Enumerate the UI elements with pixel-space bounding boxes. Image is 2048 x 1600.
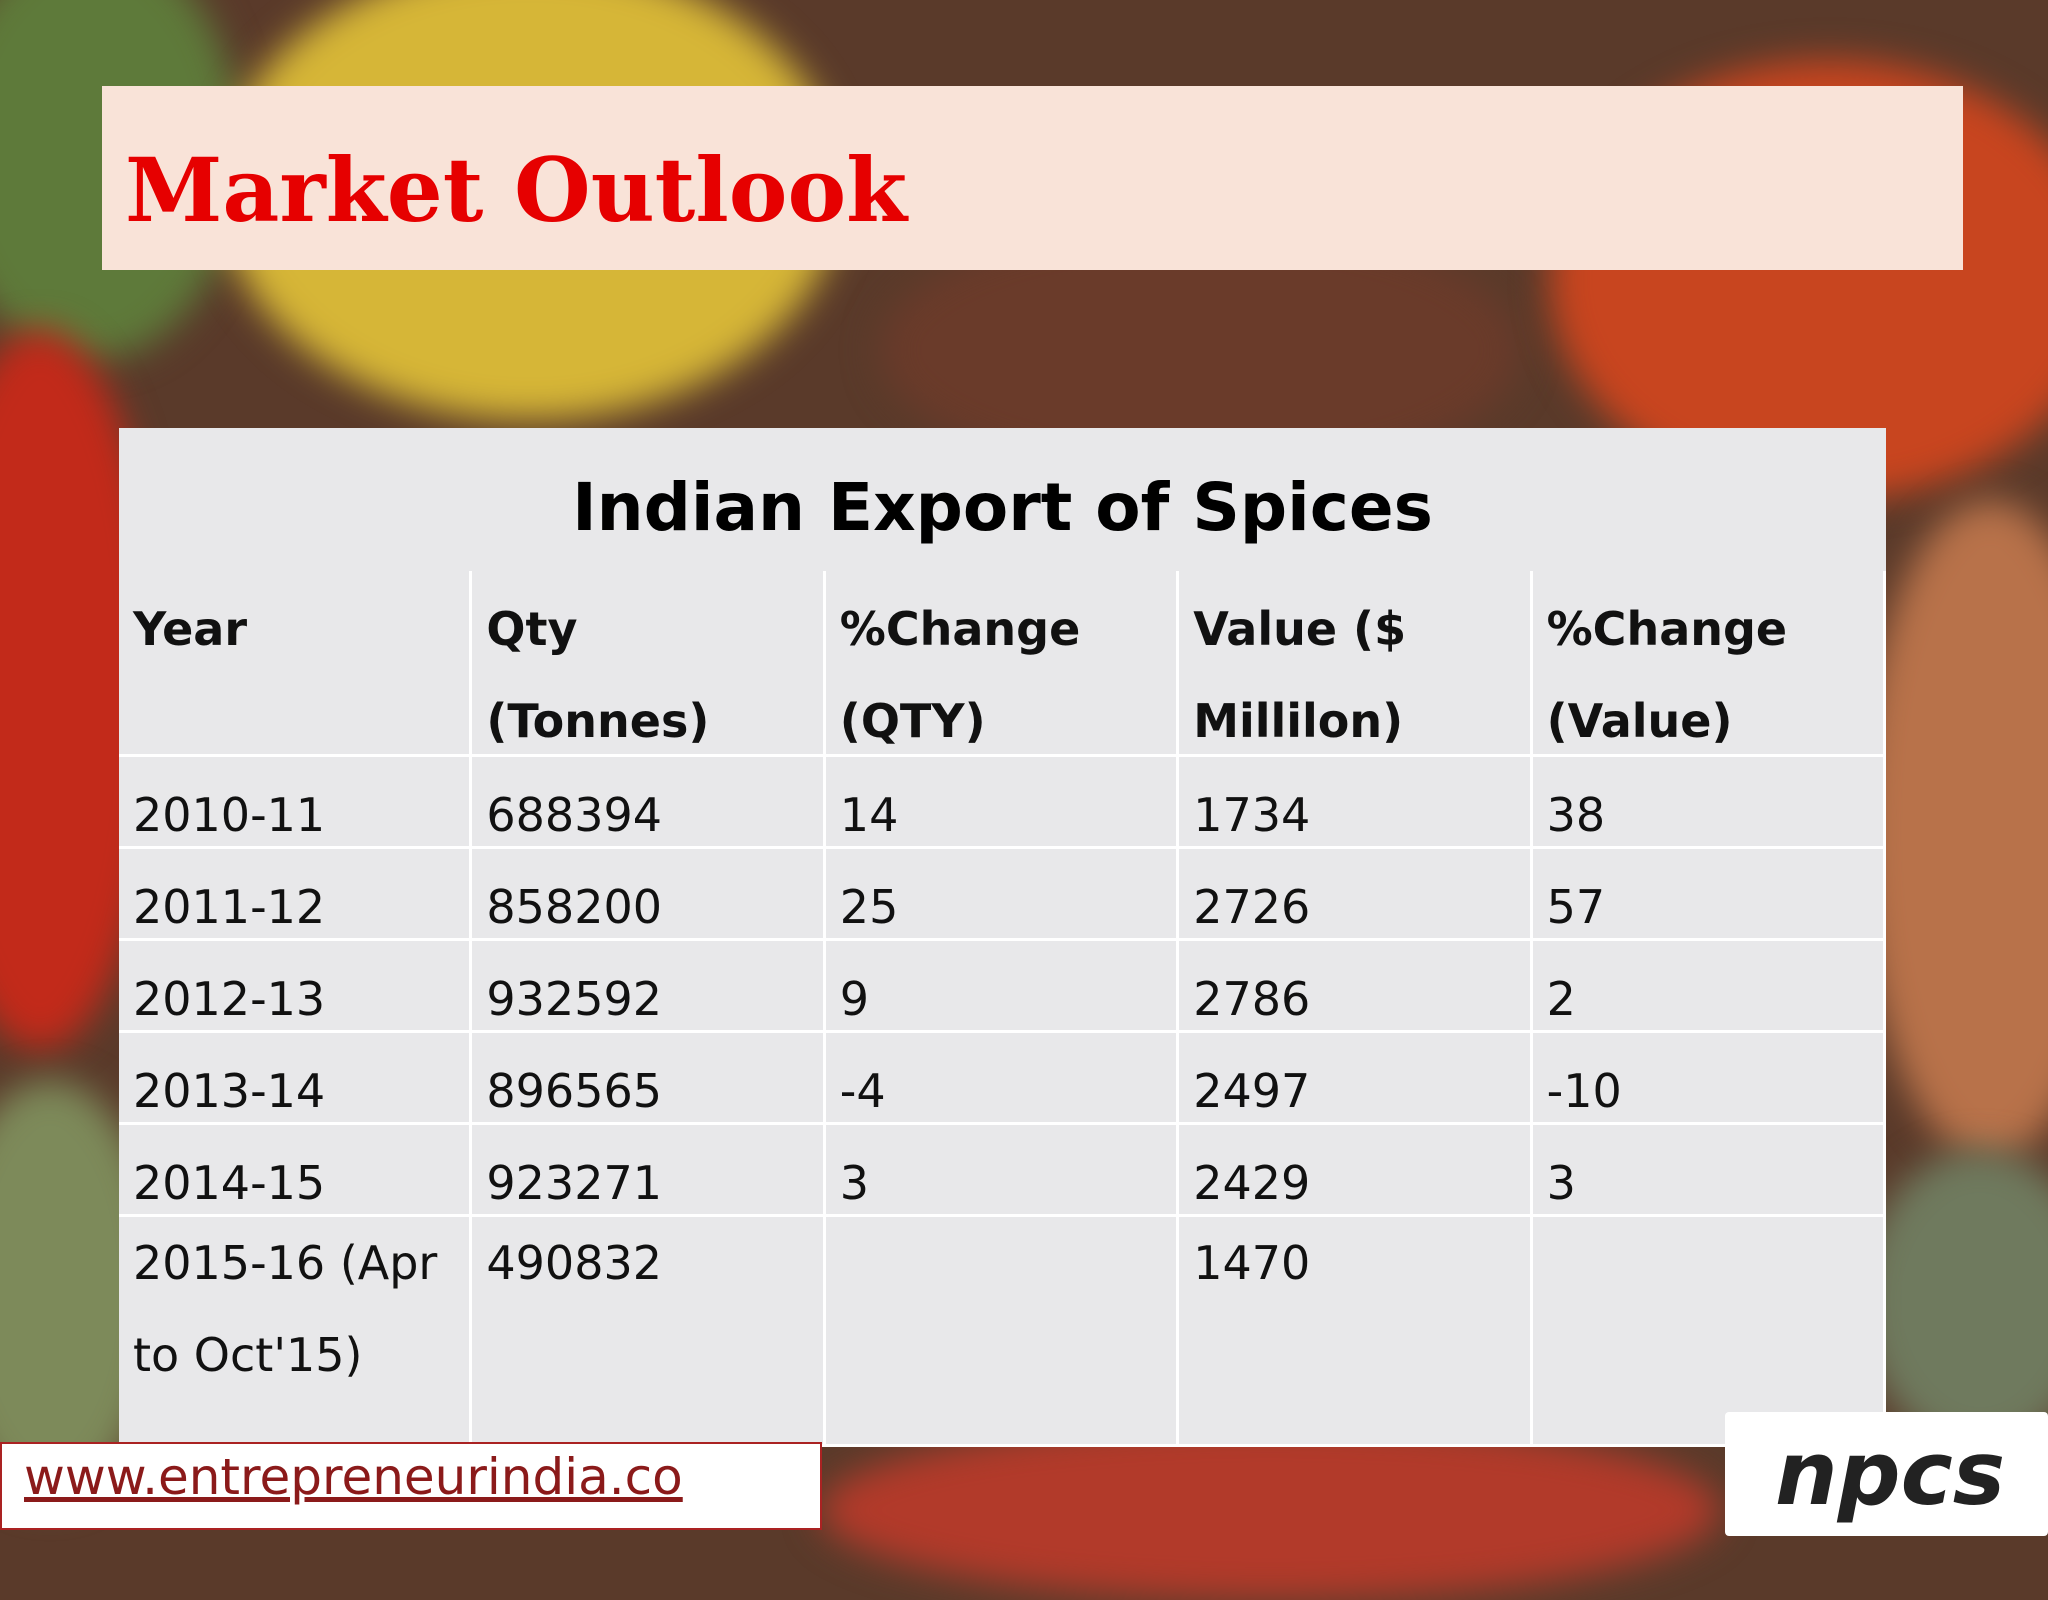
table-title: Indian Export of Spices bbox=[572, 469, 1433, 546]
table-cell: 3 bbox=[1532, 1125, 1886, 1217]
website-link[interactable]: www.entrepreneurindia.co bbox=[24, 1448, 683, 1506]
table-cell: 2013-14 bbox=[119, 1033, 473, 1125]
table-cell: 2015-16 (Apr to Oct'15) bbox=[119, 1217, 473, 1447]
table: Indian Export of Spices Year Qty (Tonnes)… bbox=[119, 428, 1886, 1447]
table-cell: -4 bbox=[825, 1033, 1180, 1125]
table-cell: 688394 bbox=[472, 757, 826, 849]
table-cell: 2497 bbox=[1179, 1033, 1533, 1125]
table-cell: 9 bbox=[825, 941, 1180, 1033]
table-cell: 2011-12 bbox=[119, 849, 473, 941]
slide-title: Market Outlook bbox=[125, 138, 908, 242]
table-cell: 14 bbox=[825, 757, 1180, 849]
table-cell: 896565 bbox=[472, 1033, 826, 1125]
table-cell bbox=[1532, 1217, 1886, 1447]
table-cell: 490832 bbox=[472, 1217, 826, 1447]
background-spice bbox=[820, 1420, 1720, 1600]
column-header: Year bbox=[119, 571, 473, 757]
table-cell: 2014-15 bbox=[119, 1125, 473, 1217]
table-cell bbox=[825, 1217, 1180, 1447]
table-cell: 25 bbox=[825, 849, 1180, 941]
background-spice bbox=[1860, 500, 2048, 1160]
table-cell: 1470 bbox=[1179, 1217, 1533, 1447]
background-spice bbox=[1860, 1150, 2048, 1450]
logo-text: npcs bbox=[1775, 1422, 2006, 1525]
title-bar: Market Outlook bbox=[102, 86, 1963, 270]
table-cell: 2726 bbox=[1179, 849, 1533, 941]
table-cell: 858200 bbox=[472, 849, 826, 941]
table-cell: 2786 bbox=[1179, 941, 1533, 1033]
table-cell: 38 bbox=[1532, 757, 1886, 849]
table-cell: 2429 bbox=[1179, 1125, 1533, 1217]
table-cell: -10 bbox=[1532, 1033, 1886, 1125]
footer-link-box: www.entrepreneurindia.co bbox=[0, 1442, 822, 1530]
table-cell: 3 bbox=[825, 1125, 1180, 1217]
table-cell: 1734 bbox=[1179, 757, 1533, 849]
table-cell: 2 bbox=[1532, 941, 1886, 1033]
table-cell: 923271 bbox=[472, 1125, 826, 1217]
column-header: Value ($ Millilon) bbox=[1179, 571, 1533, 757]
column-header: %Change (Value) bbox=[1532, 571, 1886, 757]
table-cell: 2012-13 bbox=[119, 941, 473, 1033]
column-header: Qty (Tonnes) bbox=[472, 571, 826, 757]
column-header: %Change (QTY) bbox=[825, 571, 1180, 757]
logo: npcs bbox=[1725, 1412, 2048, 1536]
table-cell: 57 bbox=[1532, 849, 1886, 941]
table-cell: 2010-11 bbox=[119, 757, 473, 849]
table-cell: 932592 bbox=[472, 941, 826, 1033]
